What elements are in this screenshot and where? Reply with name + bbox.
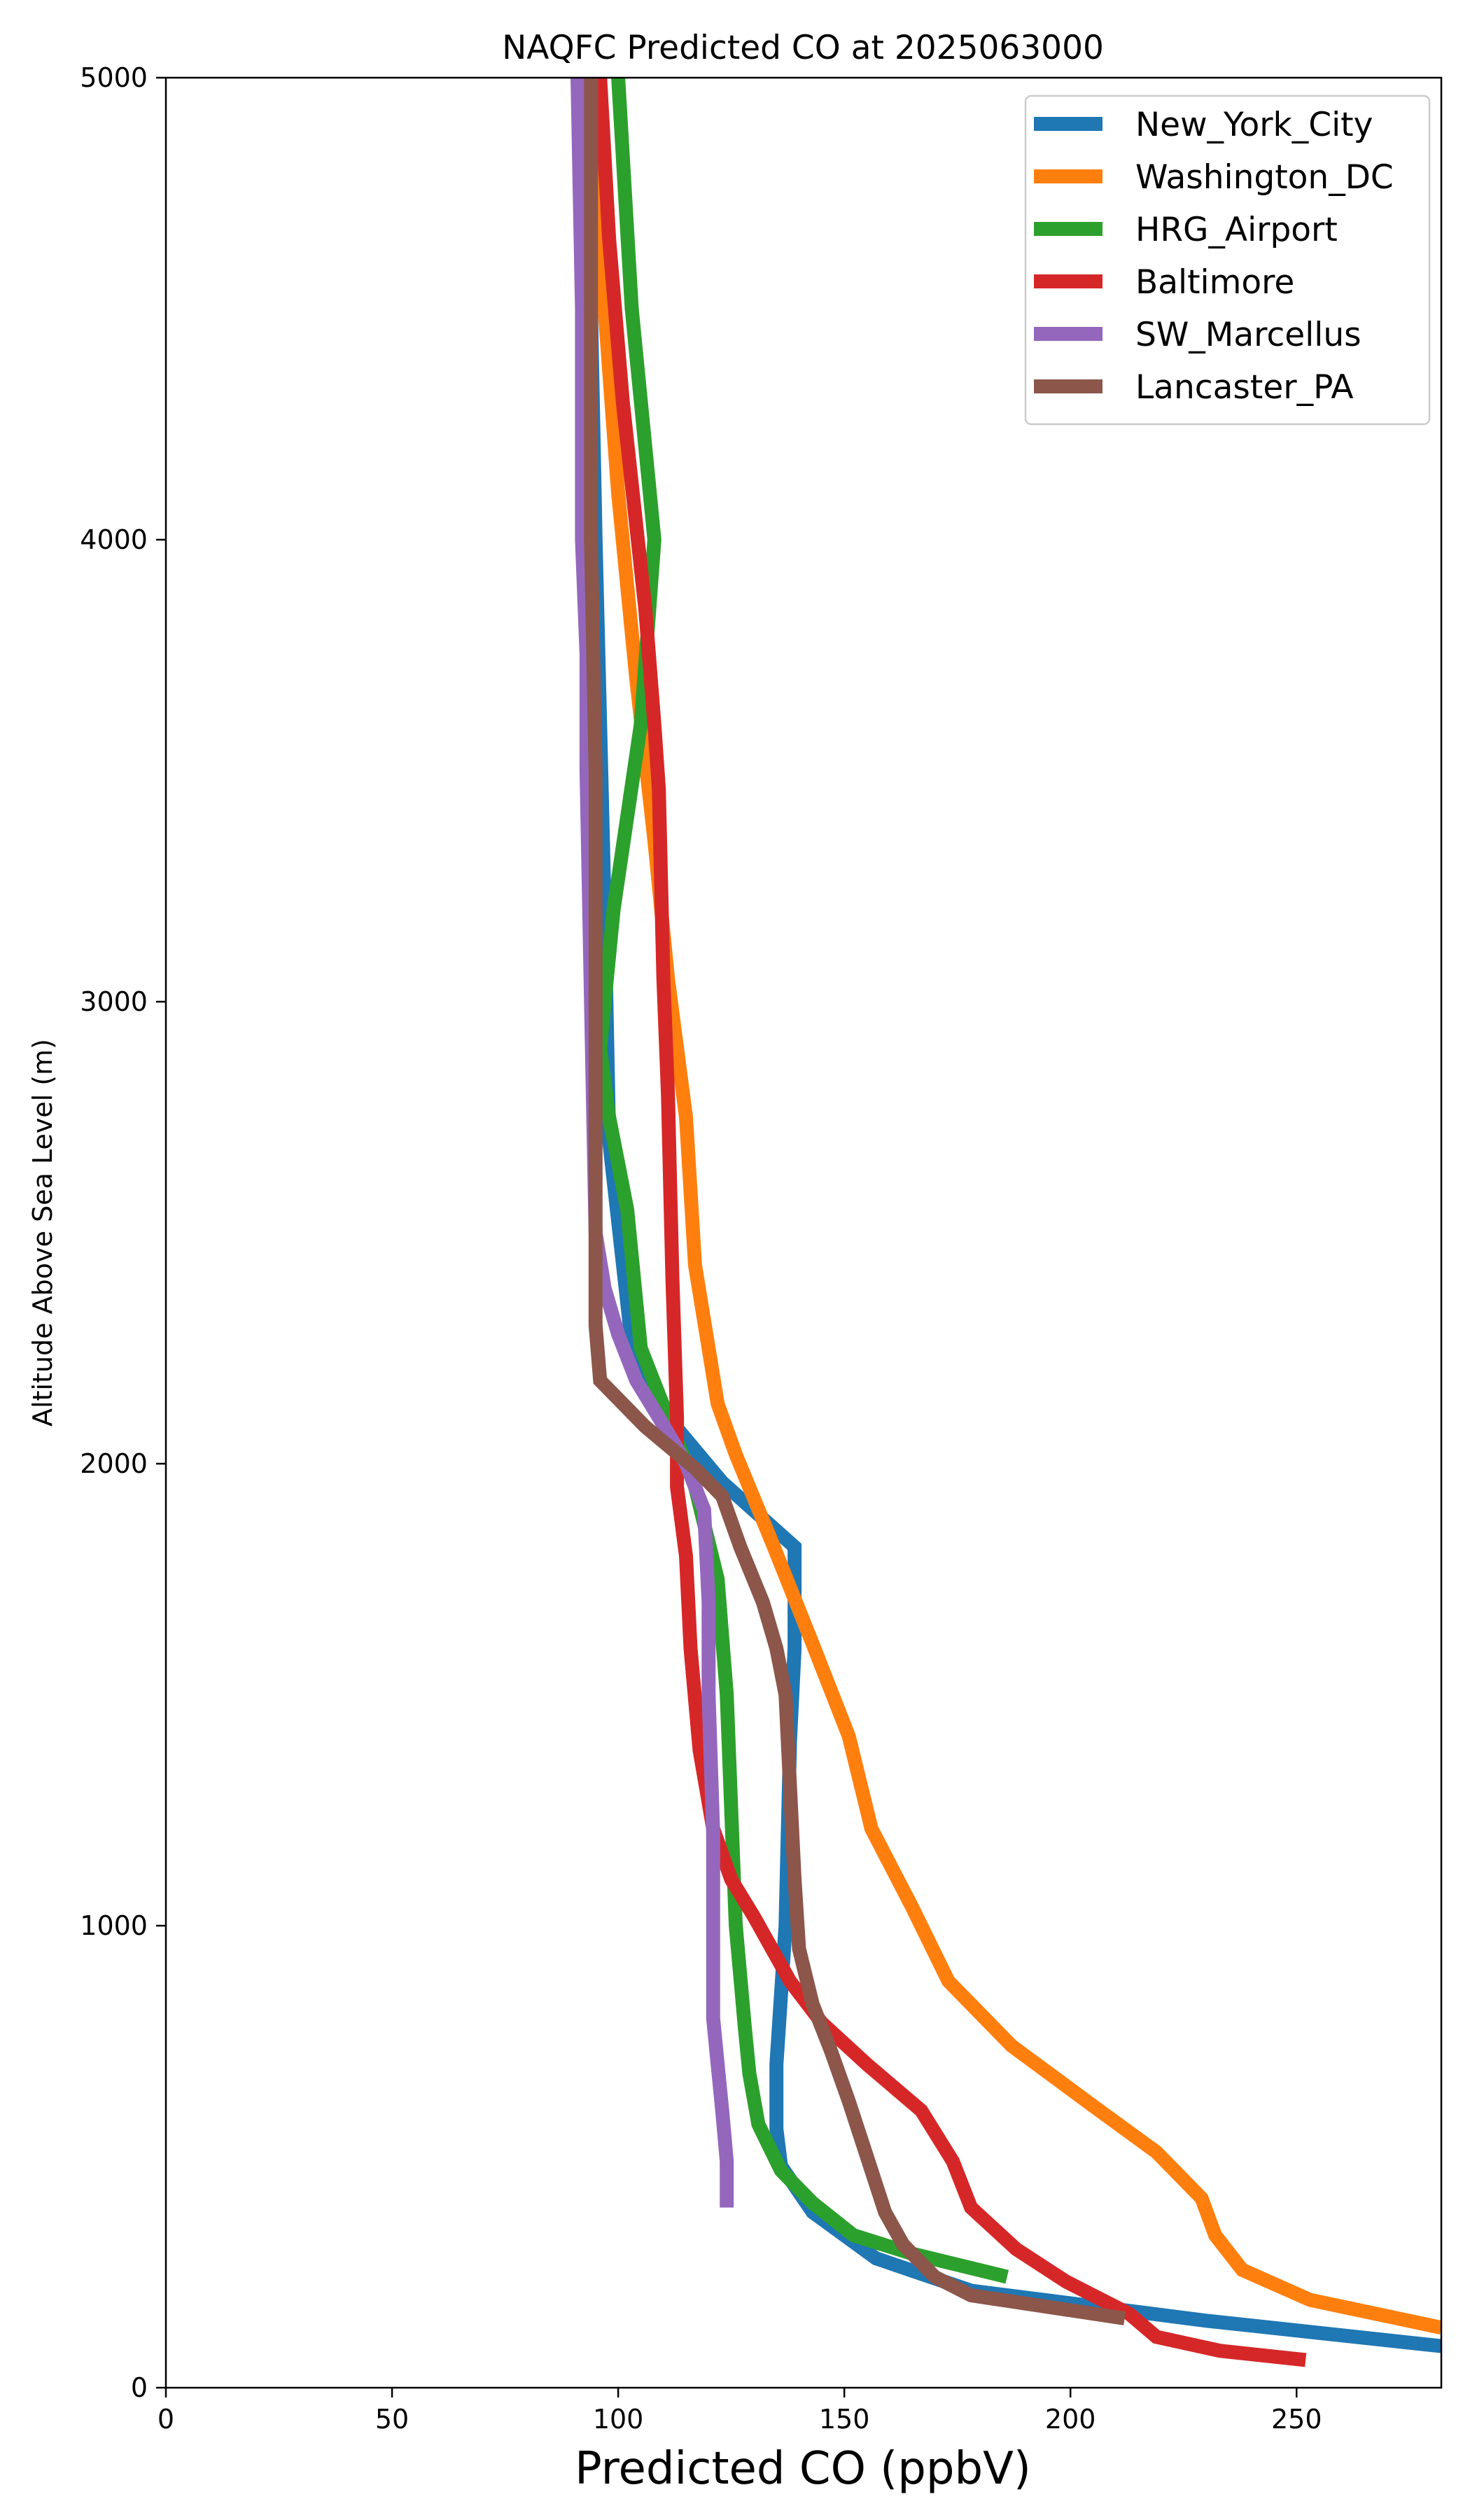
y-axis-title: Altitude Above Sea Level (m) [27,1039,58,1427]
y-tick-label: 1000 [80,1910,148,1941]
legend-label-hrg-airport: HRG_Airport [1135,211,1338,249]
x-tick-label: 250 [1271,2404,1322,2435]
y-tick-label: 5000 [80,62,148,93]
series-layer [570,78,1441,2367]
chart-title: NAQFC Predicted CO at 2025063000 [502,29,1104,67]
y-tick-label: 0 [131,2372,148,2403]
y-tick-label: 4000 [80,524,148,555]
x-axis-ticks: 0 50 100 150 200 250 [158,2388,1322,2435]
x-tick-label: 100 [593,2404,644,2435]
x-axis-title: Predicted CO (ppbV) [575,2443,1031,2495]
plot-frame [164,76,1443,2389]
legend-label-baltimore: Baltimore [1135,263,1294,302]
series-line-hrg-airport [593,78,1009,2284]
x-tick-label: 200 [1045,2404,1096,2435]
legend-label-sw-marcellus: SW_Marcellus [1135,316,1362,354]
x-tick-label: 150 [819,2404,870,2435]
legend-box [1024,94,1431,426]
series-line-lancaster-pa [584,78,1126,2325]
y-tick-label: 2000 [80,1448,148,1479]
legend: New_York_City Washington_DC HRG_Airport Bal… [1024,94,1431,426]
legend-label-washington-dc: Washington_DC [1135,158,1394,197]
legend-label-new-york-city: New_York_City [1135,106,1373,144]
x-tick-label: 50 [375,2404,409,2435]
y-tick-label: 3000 [80,986,148,1017]
y-axis-ticks: 0 1000 2000 3000 4000 5000 [80,62,166,2403]
series-line-washington-dc [588,78,1441,2334]
legend-label-lancaster-pa: Lancaster_PA [1135,368,1354,407]
x-tick-label: 0 [158,2404,174,2435]
series-line-baltimore [593,78,1307,2367]
